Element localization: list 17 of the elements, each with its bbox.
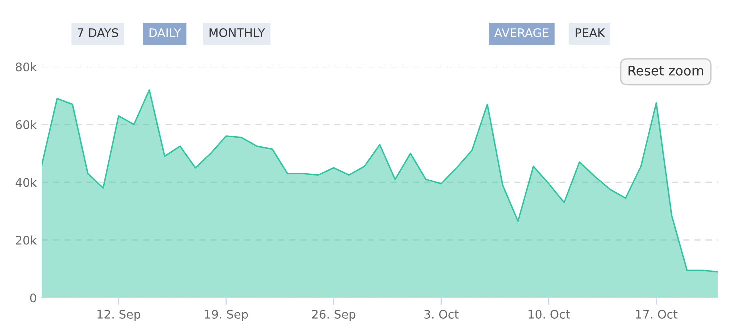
text: DAILY (150, 28, 182, 38)
x-tick-label: 10. Oct (528, 310, 570, 319)
y-tick-label: 80k (16, 62, 38, 72)
y-tick-label: 60k (16, 120, 38, 130)
y-tick-label: 20k (16, 236, 38, 245)
text: MONTHLY (210, 28, 266, 38)
y-tick-label: 40k (16, 178, 38, 188)
text: 7 DAYS (78, 28, 118, 38)
x-tick-label: 19. Sep (205, 310, 248, 322)
text: AVERAGE (494, 28, 549, 38)
annotation: Reset zoom (628, 66, 704, 76)
x-tick-label: 26. Sep (312, 310, 356, 322)
text: PEAK (576, 28, 606, 38)
x-tick-label: 3. Oct (424, 310, 459, 319)
y-tick-label: 0 (30, 294, 36, 303)
x-tick-label: 17. Oct (636, 310, 678, 319)
x-tick-label: 12. Sep (98, 310, 141, 322)
